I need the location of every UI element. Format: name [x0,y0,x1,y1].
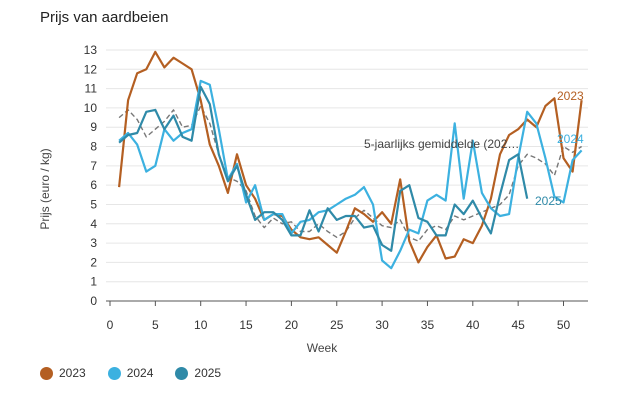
x-tick-label: 10 [194,318,208,332]
x-tick-label: 25 [330,318,344,332]
chart-title: Prijs van aardbeien [40,9,169,26]
series-end-label: 2024 [557,132,584,146]
y-axis-title: Prijs (euro / kg) [38,148,52,229]
legend-label: 2023 [59,366,86,380]
legend-dot-icon [175,366,189,380]
y-tick-label: 12 [84,62,98,76]
legend-dot-icon [40,366,53,380]
y-tick-label: 8 [90,140,97,154]
series-end-label: 2023 [557,89,584,103]
x-tick-label: 30 [375,318,389,332]
y-tick-label: 4 [90,217,97,231]
y-tick-label: 9 [90,120,97,134]
series-end-labels: 2023 2024 2025 5-jaarlijks gemiddelde (202… [364,89,584,208]
x-tick-label: 20 [285,318,299,332]
y-tick-label: 1 [90,275,97,289]
legend-label: 2025 [194,366,222,380]
y-tick-label: 5 [90,197,97,211]
y-tick-label: 7 [90,159,97,173]
x-tick-label: 15 [239,318,253,332]
x-tick-label: 40 [466,318,480,332]
legend-item[interactable]: 2023 [40,366,86,380]
x-axis-ticks: 0 5 10 15 20 25 30 35 40 45 50 [107,301,571,332]
series-line-2025 [118,85,529,252]
series-end-label: 2025 [535,194,562,208]
legend-label: 2024 [126,366,154,380]
legend-dot-icon [107,366,121,380]
y-tick-label: 3 [90,236,97,250]
y-tick-label: 0 [90,294,97,308]
x-axis-title: Week [307,341,338,355]
series-end-label: 5-jaarlijks gemiddelde (202… [364,137,519,151]
y-tick-label: 6 [90,178,97,192]
x-tick-label: 45 [511,318,525,332]
series-line-2024 [118,79,583,270]
legend-item[interactable]: 2024 [107,366,154,380]
x-tick-label: 0 [107,318,114,332]
x-tick-label: 35 [421,318,435,332]
x-tick-label: 5 [152,318,159,332]
y-tick-label: 2 [90,255,97,269]
y-tick-label: 11 [85,82,98,96]
y-tick-label: 13 [84,43,98,57]
y-tick-label: 10 [84,101,98,115]
x-tick-label: 50 [557,318,571,332]
legend-item[interactable]: 2025 [175,366,221,380]
legend: 2023 2024 2025 [40,366,221,380]
grid-lines [106,49,588,283]
series-lines [118,50,583,270]
series-line-2023 [118,50,583,264]
